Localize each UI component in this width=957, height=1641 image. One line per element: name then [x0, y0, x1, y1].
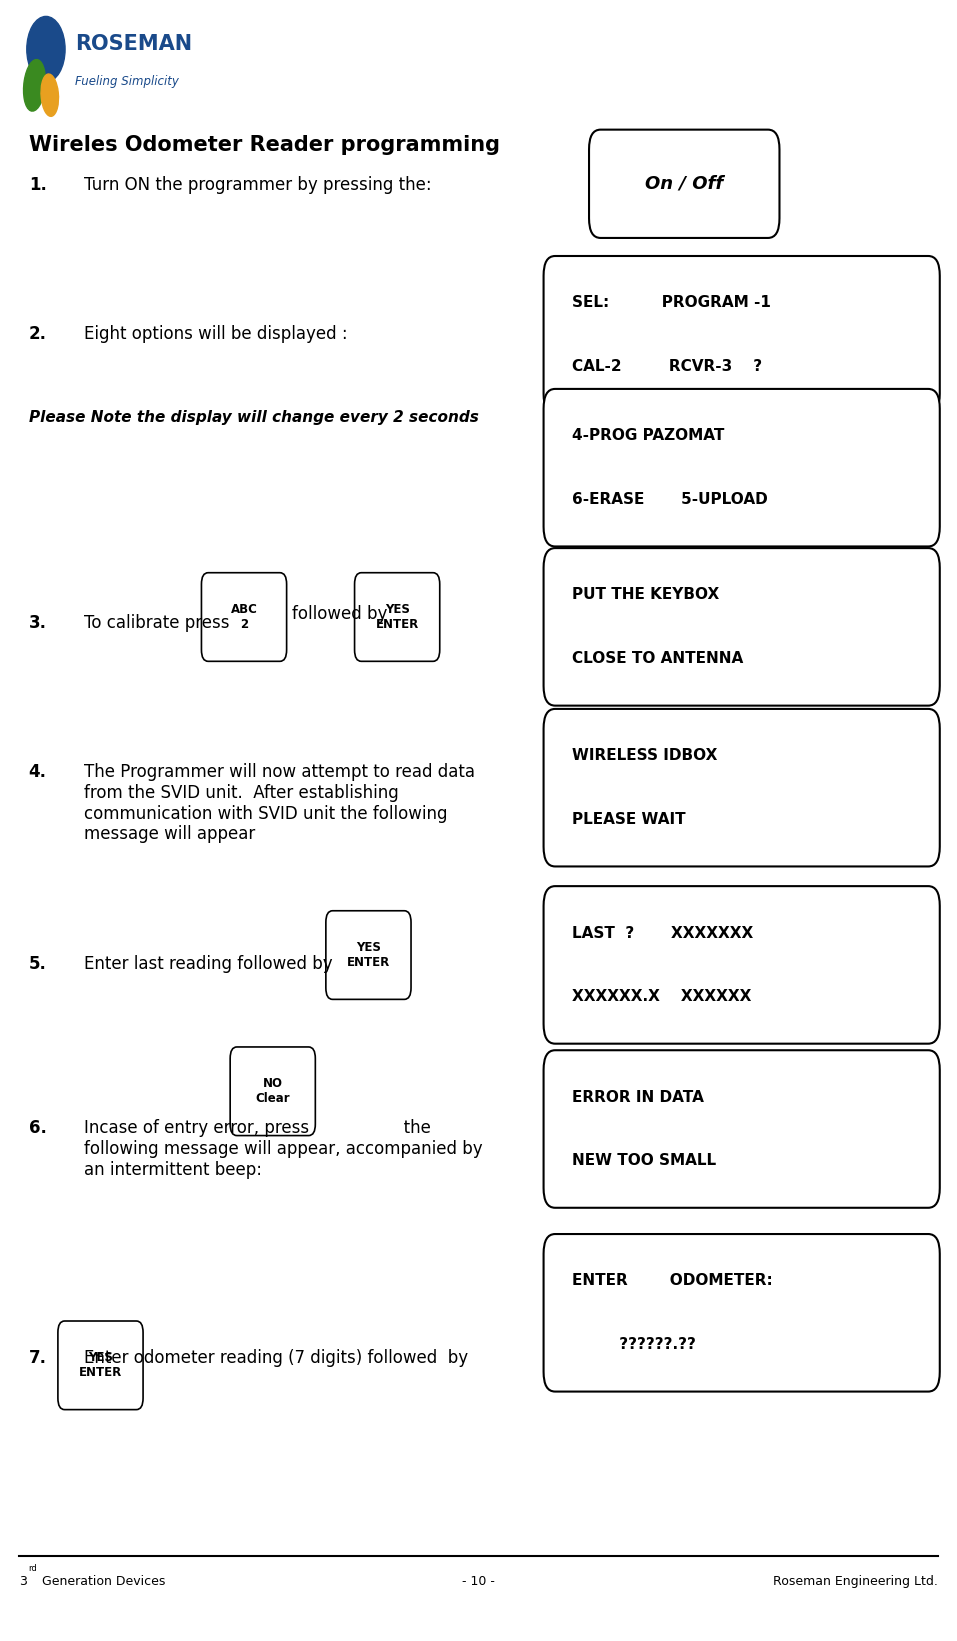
FancyBboxPatch shape: [544, 886, 940, 1044]
Text: 2.: 2.: [29, 325, 47, 343]
Text: 6.: 6.: [29, 1119, 47, 1137]
Text: 3.: 3.: [29, 614, 47, 632]
FancyBboxPatch shape: [544, 389, 940, 546]
Ellipse shape: [41, 74, 58, 117]
Text: 1.: 1.: [29, 176, 47, 194]
Text: CLOSE TO ANTENNA: CLOSE TO ANTENNA: [572, 651, 744, 666]
Text: Generation Devices: Generation Devices: [42, 1575, 166, 1588]
Text: 5.: 5.: [29, 955, 47, 973]
Text: YES
ENTER: YES ENTER: [78, 1351, 122, 1380]
Text: 4.: 4.: [29, 763, 47, 781]
FancyBboxPatch shape: [544, 256, 940, 414]
Text: YES
ENTER: YES ENTER: [375, 602, 419, 632]
Text: Wireles Odometer Reader programming: Wireles Odometer Reader programming: [29, 135, 500, 154]
Text: ABC
2: ABC 2: [231, 602, 257, 632]
Text: Please Note the display will change every 2 seconds: Please Note the display will change ever…: [29, 410, 478, 425]
Text: followed by: followed by: [292, 606, 388, 622]
FancyBboxPatch shape: [230, 1047, 315, 1136]
Text: XXXXXX.X    XXXXXX: XXXXXX.X XXXXXX: [572, 990, 751, 1004]
Text: WIRELESS IDBOX: WIRELESS IDBOX: [572, 748, 718, 763]
Text: Enter odometer reading (7 digits) followed  by: Enter odometer reading (7 digits) follow…: [84, 1349, 468, 1367]
Text: Enter last reading followed by: Enter last reading followed by: [84, 955, 333, 973]
Text: ENTER        ODOMETER:: ENTER ODOMETER:: [572, 1273, 773, 1288]
Text: SEL:          PROGRAM -1: SEL: PROGRAM -1: [572, 295, 771, 310]
FancyBboxPatch shape: [544, 709, 940, 866]
FancyBboxPatch shape: [544, 1050, 940, 1208]
Text: 3: 3: [19, 1575, 27, 1588]
Text: Roseman Engineering Ltd.: Roseman Engineering Ltd.: [773, 1575, 938, 1588]
Text: PLEASE WAIT: PLEASE WAIT: [572, 812, 686, 827]
FancyBboxPatch shape: [544, 1234, 940, 1392]
Text: YES
ENTER: YES ENTER: [346, 940, 390, 970]
Text: CAL-2         RCVR-3    ?: CAL-2 RCVR-3 ?: [572, 359, 763, 374]
FancyBboxPatch shape: [589, 130, 779, 238]
Text: - 10 -: - 10 -: [462, 1575, 495, 1588]
Text: Incase of entry error, press                  the
following message will appear,: Incase of entry error, press the followi…: [84, 1119, 483, 1178]
Text: The Programmer will now attempt to read data
from the SVID unit.  After establis: The Programmer will now attempt to read …: [84, 763, 476, 843]
Text: NO
Clear: NO Clear: [256, 1076, 290, 1106]
Ellipse shape: [24, 59, 45, 112]
Text: PUT THE KEYBOX: PUT THE KEYBOX: [572, 587, 720, 602]
Text: LAST  ?       XXXXXXX: LAST ? XXXXXXX: [572, 926, 753, 940]
Text: rd: rd: [29, 1564, 37, 1572]
FancyBboxPatch shape: [544, 548, 940, 706]
Text: Eight options will be displayed :: Eight options will be displayed :: [84, 325, 347, 343]
Text: NEW TOO SMALL: NEW TOO SMALL: [572, 1154, 717, 1168]
FancyBboxPatch shape: [354, 573, 440, 661]
Text: 6-ERASE       5-UPLOAD: 6-ERASE 5-UPLOAD: [572, 492, 768, 507]
Text: ROSEMAN: ROSEMAN: [75, 34, 191, 54]
Text: ??????.??: ??????.??: [572, 1337, 696, 1352]
Text: ERROR IN DATA: ERROR IN DATA: [572, 1090, 704, 1104]
Text: Fueling Simplicity: Fueling Simplicity: [75, 75, 179, 89]
Text: 4-PROG PAZOMAT: 4-PROG PAZOMAT: [572, 428, 724, 443]
Text: On / Off: On / Off: [645, 176, 723, 192]
FancyBboxPatch shape: [201, 573, 287, 661]
Text: 7.: 7.: [29, 1349, 47, 1367]
Circle shape: [27, 16, 65, 82]
Text: To calibrate press: To calibrate press: [84, 614, 230, 632]
FancyBboxPatch shape: [325, 911, 412, 999]
Text: Turn ON the programmer by pressing the:: Turn ON the programmer by pressing the:: [84, 176, 432, 194]
FancyBboxPatch shape: [58, 1321, 144, 1410]
